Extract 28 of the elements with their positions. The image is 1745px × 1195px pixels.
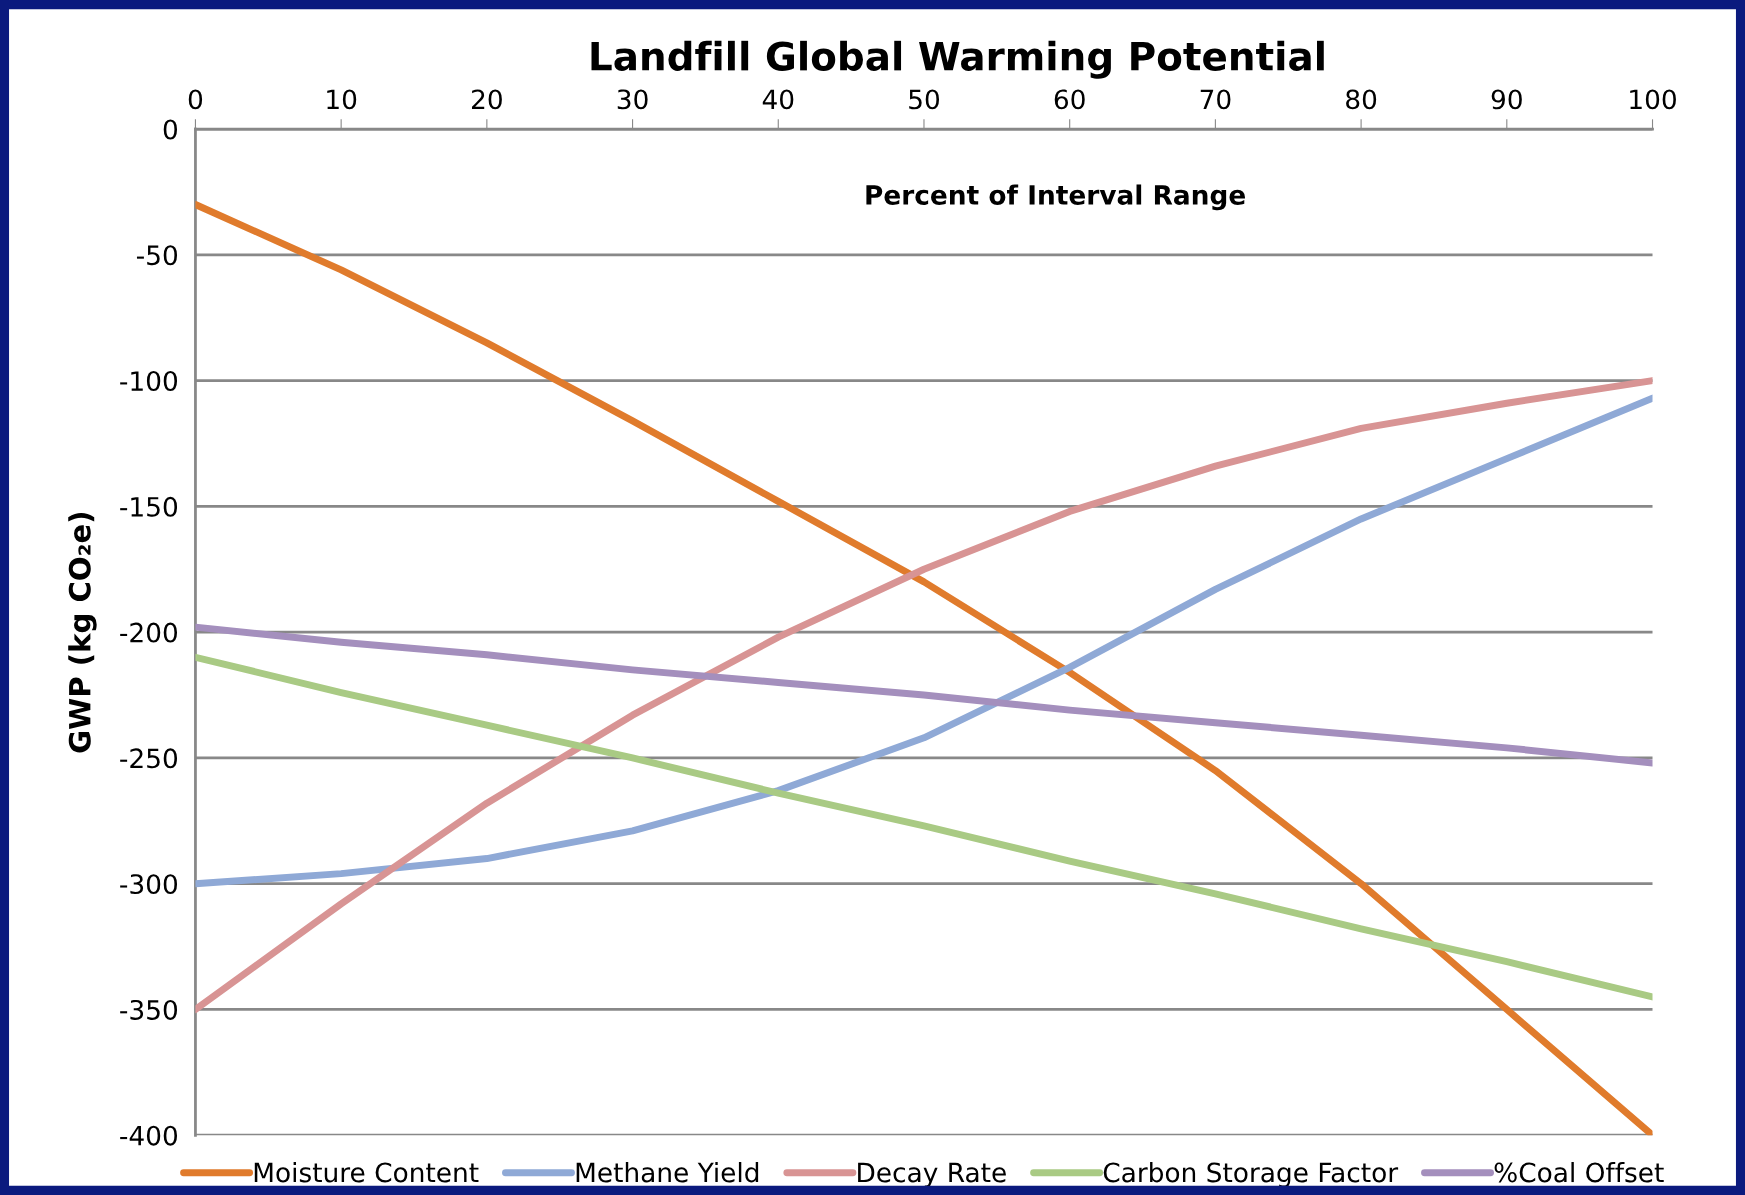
x-tick-label: 70 bbox=[1200, 89, 1231, 110]
y-axis-title: GWP (kg CO₂e) bbox=[68, 512, 97, 753]
x-tick-label: 90 bbox=[1491, 89, 1522, 110]
legend-label: Carbon Storage Factor bbox=[1103, 1162, 1399, 1188]
x-axis-title: Percent of Interval Range bbox=[866, 184, 1245, 211]
x-tick-label: 100 bbox=[1630, 89, 1676, 110]
legend-label: Decay Rate bbox=[858, 1162, 1006, 1188]
x-tick-label: 50 bbox=[909, 89, 940, 110]
x-tick-label: 10 bbox=[327, 89, 357, 110]
y-tick-label: -300 bbox=[120, 874, 178, 895]
x-tick-label: 80 bbox=[1346, 89, 1377, 110]
x-tick-label: 0 bbox=[188, 89, 203, 110]
y-tick-label: -250 bbox=[120, 748, 178, 769]
x-tick-label: 20 bbox=[472, 89, 502, 110]
legend-label: Methane Yield bbox=[576, 1162, 759, 1183]
y-tick-label: -100 bbox=[120, 371, 178, 392]
x-tick-label: 30 bbox=[617, 89, 648, 110]
chart-title: Landfill Global Warming Potential bbox=[591, 40, 1324, 79]
y-tick-label: -150 bbox=[120, 496, 178, 517]
y-tick-label: -350 bbox=[120, 999, 178, 1020]
legend-label: Moisture Content bbox=[254, 1162, 479, 1183]
y-tick-label: -200 bbox=[120, 622, 178, 643]
legend-label: %Coal Offset bbox=[1494, 1162, 1664, 1183]
y-tick-label: -50 bbox=[136, 245, 178, 266]
y-tick-label: 0 bbox=[163, 119, 178, 140]
x-tick-label: 40 bbox=[762, 89, 794, 110]
y-tick-label: -400 bbox=[120, 1125, 178, 1146]
x-tick-label: 60 bbox=[1054, 89, 1085, 110]
